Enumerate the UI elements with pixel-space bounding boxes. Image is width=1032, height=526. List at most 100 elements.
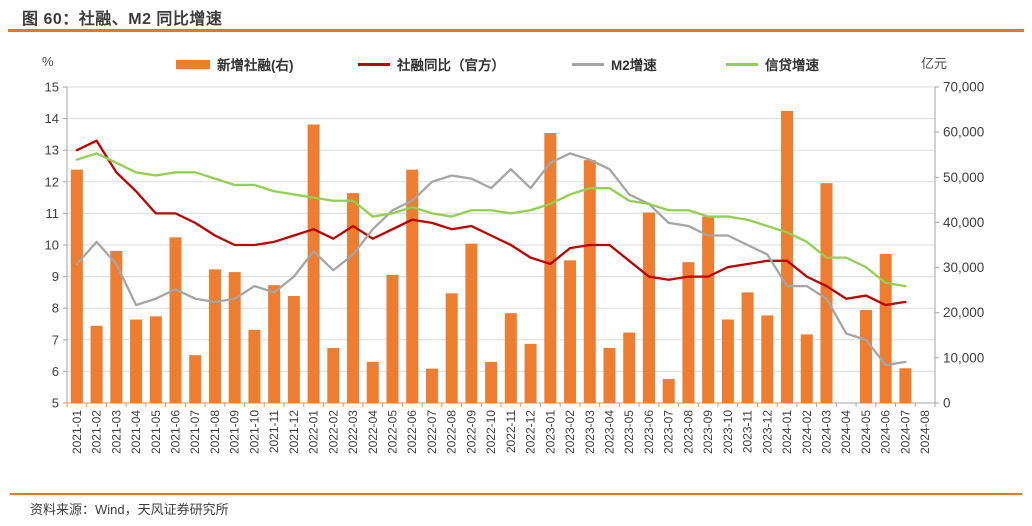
footer-divider	[10, 493, 1022, 495]
y-axis-label-left: 14	[45, 111, 59, 126]
line-swatch-icon	[726, 62, 758, 66]
legend-item-m2: M2增速	[572, 54, 657, 74]
x-axis-label: 2021-02	[90, 410, 104, 454]
x-axis-label: 2023-10	[721, 410, 735, 454]
x-axis-label: 2023-03	[583, 410, 597, 454]
x-axis-label: 2023-06	[642, 410, 656, 454]
bar	[149, 316, 162, 403]
bar	[485, 361, 498, 403]
bar	[781, 110, 794, 403]
x-axis-label: 2021-01	[70, 410, 84, 454]
y-axis-label-right: 60,000	[943, 125, 984, 140]
x-axis-label: 2024-02	[800, 410, 814, 454]
y-axis-label-right: 10,000	[943, 350, 984, 365]
x-axis-label: 2023-11	[741, 410, 755, 453]
bar	[524, 343, 537, 403]
bar	[820, 183, 833, 403]
line-series	[75, 139, 907, 307]
x-axis-label: 2023-04	[603, 410, 617, 454]
bar	[386, 274, 399, 403]
bar	[248, 329, 261, 403]
x-axis-label: 2021-05	[149, 410, 163, 454]
y-axis-label-left: 7	[52, 332, 59, 347]
x-axis-label: 2023-08	[681, 410, 695, 454]
legend-item-credit: 信贷增速	[726, 54, 819, 74]
bar	[583, 160, 596, 403]
line-swatch-icon	[572, 62, 604, 66]
bar	[327, 347, 340, 403]
x-axis-label: 2022-12	[524, 410, 538, 454]
y-axis-label-right: 30,000	[943, 260, 984, 275]
line-series	[75, 152, 907, 367]
x-axis-label: 2024-06	[879, 410, 893, 454]
x-axis-label: 2022-11	[504, 410, 518, 453]
bar	[721, 319, 734, 403]
x-axis-label: 2021-09	[228, 410, 242, 454]
bar	[90, 325, 103, 403]
bar	[406, 169, 419, 403]
y-axis-label-left: 15	[45, 80, 59, 95]
x-axis-label: 2022-02	[326, 410, 340, 454]
title-underline	[8, 29, 1024, 32]
bar	[130, 319, 143, 403]
bar	[208, 269, 221, 403]
x-axis-label: 2022-05	[386, 410, 400, 454]
x-axis-label: 2021-08	[208, 410, 222, 454]
bar	[189, 355, 202, 403]
line-swatch-icon	[358, 62, 390, 66]
y-axis-label-right: 40,000	[943, 215, 984, 230]
bar	[741, 292, 754, 403]
x-axis-label: 2022-08	[445, 410, 459, 454]
bar	[425, 368, 438, 403]
bar	[761, 315, 774, 403]
bar	[287, 296, 300, 403]
bar	[682, 262, 695, 403]
bar	[347, 193, 360, 403]
bar	[899, 368, 912, 403]
y-axis-label-right: 70,000	[943, 80, 984, 95]
left-axis-unit: %	[42, 54, 54, 69]
bar	[366, 361, 379, 403]
x-axis-label: 2021-11	[267, 410, 281, 453]
x-axis-label: 2024-08	[918, 410, 932, 454]
x-axis-label: 2023-12	[760, 410, 774, 454]
legend-item-tsf-yoy: 社融同比（官方）	[358, 54, 505, 74]
x-axis-label: 2023-02	[563, 410, 577, 454]
bar	[504, 313, 517, 403]
bar	[859, 310, 872, 403]
legend-label: M2增速	[611, 58, 657, 73]
x-axis-label: 2021-03	[109, 410, 123, 454]
x-axis-label: 2022-04	[366, 410, 380, 454]
y-axis-label-left: 8	[52, 301, 59, 316]
bar	[544, 133, 557, 403]
x-axis-label: 2022-06	[405, 410, 419, 454]
y-axis-label-left: 12	[45, 174, 59, 189]
bar	[465, 243, 478, 403]
x-axis-label: 2024-04	[839, 410, 853, 454]
legend-label: 信贷增速	[765, 58, 819, 73]
bar	[110, 250, 123, 403]
bar	[307, 124, 320, 404]
y-axis-label-left: 5	[52, 396, 59, 411]
bar	[70, 169, 83, 403]
x-axis-label: 2021-04	[129, 410, 143, 454]
x-axis-label: 2022-03	[346, 410, 360, 454]
bar	[445, 293, 458, 403]
legend-item-new-financing: 新增社融(右)	[176, 54, 294, 74]
x-axis-label: 2023-01	[543, 410, 557, 454]
x-axis-label: 2023-09	[701, 410, 715, 454]
x-axis-label: 2024-03	[820, 410, 834, 454]
bar	[642, 212, 655, 403]
y-axis-label-left: 11	[46, 206, 60, 221]
bar	[228, 272, 241, 403]
bar	[879, 254, 892, 403]
x-axis-label: 2022-10	[484, 410, 498, 454]
bar	[268, 285, 281, 403]
x-axis-label: 2022-01	[307, 410, 321, 454]
x-axis-label: 2021-10	[247, 410, 261, 454]
x-axis-label: 2023-05	[622, 410, 636, 454]
y-axis-label-right: 0	[943, 396, 951, 411]
bar	[169, 237, 182, 403]
legend-label: 社融同比（官方）	[397, 58, 505, 73]
bar	[800, 334, 813, 403]
